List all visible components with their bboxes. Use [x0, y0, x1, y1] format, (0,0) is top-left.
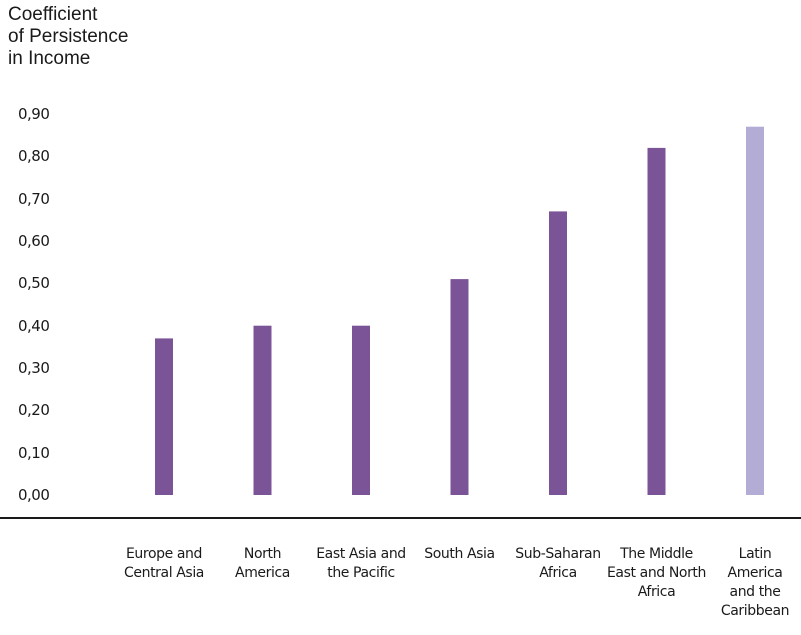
bar [253, 325, 272, 495]
y-tick-label: 0,90 [18, 105, 50, 123]
y-tick-label: 0,00 [18, 486, 50, 504]
y-tick-label: 0,20 [18, 401, 50, 420]
bar [746, 126, 764, 495]
y-axis-title: Coefficient of Persistence in Income [8, 4, 129, 69]
x-category-label: South Asia [424, 546, 495, 562]
bar [647, 147, 666, 495]
y-tick-label: 0,60 [18, 232, 50, 250]
y-tick-label: 0,30 [18, 359, 50, 377]
y-tick-label: 0,10 [18, 443, 50, 462]
y-tick-label: 0,50 [18, 274, 50, 293]
x-category-label: East Asia and the Pacific [316, 546, 406, 581]
x-category-label: Sub-Saharan Africa [515, 546, 601, 581]
bar [549, 211, 567, 495]
y-tick-label: 0,40 [18, 316, 50, 335]
bar [352, 325, 370, 495]
x-category-label: Latin America and the Caribbean [720, 546, 790, 619]
y-tick-label: 0,80 [18, 147, 50, 166]
bar [450, 279, 469, 495]
x-category-label: The Middle East and North Africa [606, 546, 706, 600]
y-tick-label: 0,70 [18, 189, 50, 208]
x-category-label: Europe and Central Asia [124, 546, 204, 581]
x-category-label: North America [235, 546, 290, 581]
bars-group [155, 126, 764, 495]
bar [155, 338, 173, 495]
